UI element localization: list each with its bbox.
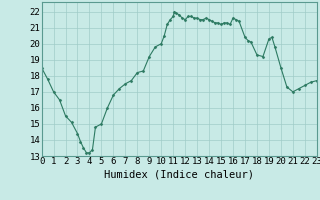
X-axis label: Humidex (Indice chaleur): Humidex (Indice chaleur) <box>104 169 254 179</box>
